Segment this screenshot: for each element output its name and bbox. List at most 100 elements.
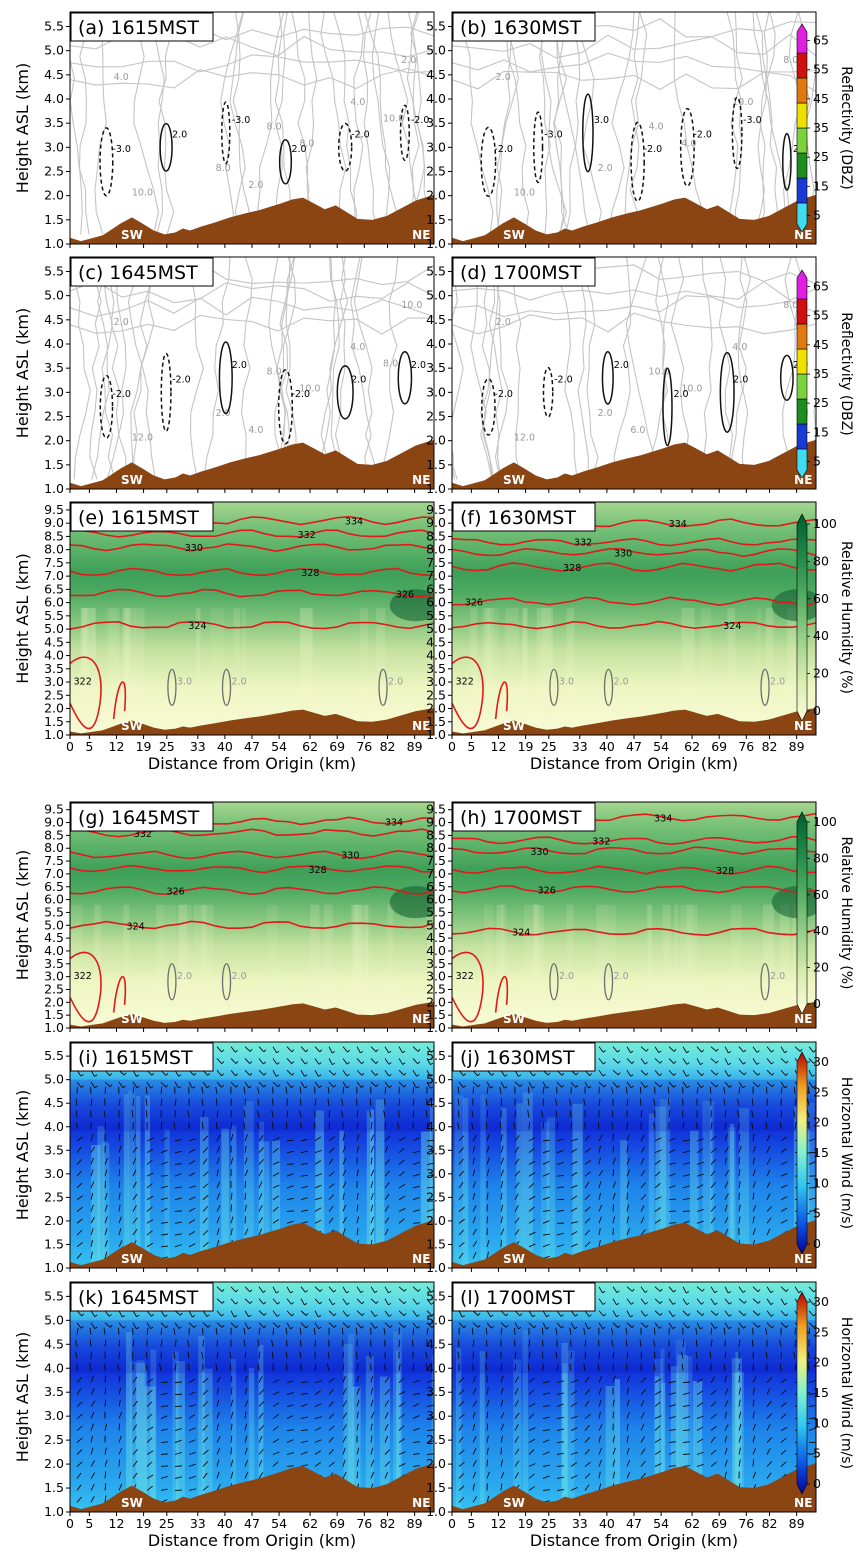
wind-barb-flag xyxy=(729,1301,733,1305)
wind-barb xyxy=(696,1161,704,1165)
wind-barb-flag xyxy=(812,1085,816,1089)
y-tick-label: 5.0 xyxy=(426,1072,446,1087)
theta-label: 324 xyxy=(127,921,145,932)
svg-text:2.0: 2.0 xyxy=(614,677,629,688)
wind-barb xyxy=(230,1228,233,1236)
wind-barb-flag xyxy=(235,1325,239,1329)
wind-barb xyxy=(514,1472,519,1479)
wind-barb-flag xyxy=(518,1074,522,1077)
wind-barb xyxy=(90,1322,96,1329)
wind-barb xyxy=(370,1134,375,1142)
wind-barb xyxy=(286,1286,291,1294)
wind-barb xyxy=(75,1110,78,1118)
svg-text:-2.0: -2.0 xyxy=(494,144,513,155)
ne-label: NE xyxy=(794,719,812,733)
colorbar-label: Reflectivity (DBZ) xyxy=(838,66,854,190)
wind-barb xyxy=(132,1472,138,1479)
wind-streak xyxy=(803,1102,815,1268)
wind-barb xyxy=(426,1186,434,1189)
wind-barb xyxy=(216,1110,219,1118)
wind-barb xyxy=(244,1447,248,1455)
wind-barb xyxy=(341,1098,344,1106)
wind-barb xyxy=(724,1134,728,1142)
wind-barb xyxy=(300,1310,307,1316)
wind-streak xyxy=(175,1361,185,1512)
wind-barb xyxy=(500,1423,504,1431)
humidity-streak xyxy=(125,607,135,735)
ne-label: NE xyxy=(412,1496,430,1510)
echo-contours xyxy=(99,101,410,197)
wind-barb xyxy=(201,1098,204,1106)
wind-barb xyxy=(710,1425,717,1431)
svg-text:10.0: 10.0 xyxy=(401,300,422,311)
wind-barb xyxy=(258,1436,263,1443)
wind-barb-flag xyxy=(347,1049,351,1053)
wind-barb xyxy=(314,1286,321,1292)
wind-barb xyxy=(104,1169,108,1177)
wind-barb-flag xyxy=(574,1326,578,1330)
wind-barb xyxy=(370,1181,374,1189)
wind-barb xyxy=(626,1192,629,1200)
svg-text:2.0: 2.0 xyxy=(291,144,306,155)
grey-contour xyxy=(738,257,749,480)
wind-barb xyxy=(132,1229,138,1236)
wind-barb xyxy=(356,1447,360,1455)
wind-barb-flag xyxy=(644,1085,648,1088)
wind-barb xyxy=(458,1135,465,1142)
x-tick-label: 5 xyxy=(85,1516,93,1531)
humidity-streak xyxy=(201,904,214,1028)
y-tick-label: 1.5 xyxy=(426,457,446,472)
humidity-streak xyxy=(787,607,799,735)
wind-barb xyxy=(314,1403,322,1407)
wind-barb xyxy=(527,1363,530,1371)
wind-barb xyxy=(696,1209,704,1212)
wind-barb xyxy=(808,1452,816,1455)
wind-streak xyxy=(572,1103,583,1268)
wind-barb-flag xyxy=(388,1303,392,1306)
y-tick-label: 4.5 xyxy=(44,67,64,82)
wind-barb xyxy=(146,1322,152,1329)
echo-contour xyxy=(679,107,695,187)
wind-barb xyxy=(216,1069,222,1077)
y-tick-label: 7.0 xyxy=(426,568,446,583)
x-tick-label: 0 xyxy=(66,739,74,754)
wind-barb xyxy=(808,1058,815,1064)
wind-barb xyxy=(300,1416,308,1419)
wind-barb xyxy=(681,1363,684,1371)
wind-barb xyxy=(724,1471,727,1479)
grey-contour xyxy=(70,57,90,235)
wind-barb-flag xyxy=(700,1085,704,1088)
wind-barb xyxy=(383,1327,386,1335)
wind-barb xyxy=(472,1400,478,1407)
wind-barb xyxy=(271,1351,274,1359)
wind-barb xyxy=(104,1375,107,1383)
wind-barb xyxy=(118,1180,121,1189)
wind-barb xyxy=(471,1122,474,1130)
svg-text:4.0: 4.0 xyxy=(732,342,747,353)
wind-barb xyxy=(174,1244,182,1248)
grey-contour xyxy=(186,257,205,480)
svg-text:4.0: 4.0 xyxy=(350,97,365,108)
wind-barb xyxy=(286,1220,294,1224)
echo-contour xyxy=(481,377,496,436)
wind-barb xyxy=(752,1133,755,1141)
humidity-streak xyxy=(359,607,369,735)
wind-barb xyxy=(752,1204,757,1212)
wind-barb-flag xyxy=(743,1313,747,1317)
wind-barb xyxy=(696,1081,702,1088)
wind-barb-flag xyxy=(533,1325,537,1329)
wind-barb-flag xyxy=(630,1085,634,1089)
wind-barb xyxy=(76,1449,83,1455)
y-tick-label: 6.5 xyxy=(44,581,64,596)
wind-barb xyxy=(472,1375,477,1383)
wind-barb-flag xyxy=(645,1301,648,1305)
grey-contour xyxy=(127,257,156,480)
y-tick-label: 2.5 xyxy=(44,164,64,179)
wind-barb-flag xyxy=(644,1290,648,1293)
wind-barb xyxy=(258,1135,264,1142)
grey-contour xyxy=(232,12,250,235)
theta-contour-324 xyxy=(452,620,816,630)
wind-barb xyxy=(160,1086,163,1094)
grey-contour xyxy=(718,257,734,480)
